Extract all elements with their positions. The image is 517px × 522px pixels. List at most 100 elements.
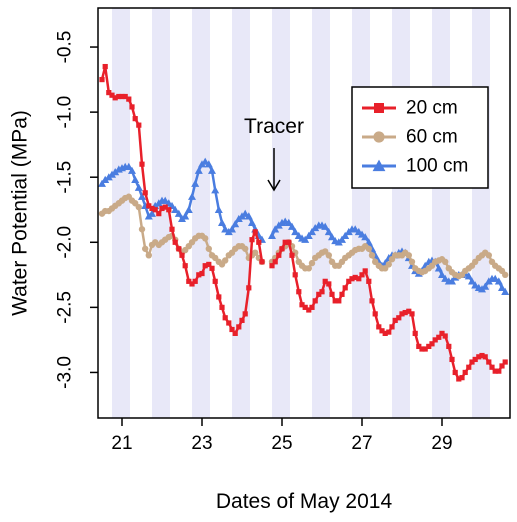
series-layer [98, 63, 510, 382]
data-point [502, 271, 509, 279]
data-point [311, 223, 320, 232]
data-point [432, 337, 438, 343]
data-point [156, 211, 162, 217]
tracer-arrow-head [267, 179, 281, 192]
data-point [218, 218, 226, 226]
data-point [231, 220, 240, 228]
data-point [408, 258, 416, 266]
data-point [252, 229, 258, 235]
data-point [199, 270, 205, 277]
data-point [479, 352, 485, 359]
data-point [434, 264, 443, 272]
data-point [342, 285, 348, 291]
data-point [131, 175, 140, 184]
legend: 20 cm 60 cm 100 cm [351, 86, 489, 189]
data-point [101, 175, 110, 184]
data-point [396, 315, 402, 321]
data-point [239, 317, 245, 323]
x-axis: 21 23 25 27 29 [111, 418, 453, 454]
data-point [459, 375, 465, 381]
data-point [439, 330, 445, 336]
data-point [124, 162, 133, 170]
data-point [138, 226, 146, 233]
data-point [299, 302, 305, 308]
data-point [226, 320, 232, 326]
data-point [176, 246, 182, 252]
data-point [476, 354, 482, 360]
data-point [366, 278, 372, 284]
data-point [338, 235, 346, 243]
data-point [288, 222, 296, 230]
data-point [136, 122, 142, 128]
data-point [385, 261, 392, 268]
data-point [309, 304, 315, 310]
data-point [135, 203, 142, 211]
data-point [349, 276, 355, 282]
data-point [361, 233, 370, 241]
data-point [399, 311, 405, 317]
data-point [201, 157, 210, 165]
data-point [282, 239, 288, 245]
data-point [196, 272, 202, 278]
data-point [321, 222, 330, 230]
data-point [146, 203, 152, 209]
data-point [152, 207, 158, 213]
data-point [256, 239, 262, 245]
data-point [452, 369, 458, 376]
data-point [169, 226, 175, 232]
data-point [441, 274, 450, 282]
night-band [352, 8, 370, 418]
y-axis: -0.5 -1.0 -1.5 -2.0 -2.5 -3.0 [55, 31, 98, 389]
data-point [219, 304, 225, 310]
data-point [419, 346, 425, 352]
series-100-cm [98, 157, 510, 295]
data-point [188, 192, 196, 200]
data-point [182, 263, 188, 269]
data-point [244, 212, 253, 220]
tracer-label: Tracer [244, 115, 304, 138]
data-point [242, 245, 249, 252]
data-point [228, 225, 236, 233]
data-point [368, 252, 376, 259]
data-point [204, 160, 213, 168]
data-point [369, 298, 375, 304]
data-point [241, 209, 250, 217]
data-point [139, 161, 145, 167]
data-point [148, 209, 156, 217]
night-band [112, 8, 130, 418]
data-point [106, 90, 112, 96]
data-point [129, 104, 135, 110]
y-axis-title: Water Potential (MPa) [9, 110, 32, 316]
y-tick-label: -2.5 [55, 291, 76, 324]
data-point [184, 205, 193, 213]
data-point [221, 225, 230, 233]
data-point [272, 259, 278, 265]
x-tick-label: 23 [191, 433, 212, 454]
data-point [456, 376, 462, 382]
data-point [145, 252, 152, 259]
data-point [422, 346, 428, 352]
night-band [272, 8, 290, 418]
data-point [316, 291, 322, 297]
data-point [172, 239, 178, 245]
data-point [289, 252, 295, 258]
data-point [149, 205, 155, 212]
data-point [496, 368, 502, 374]
data-point [329, 291, 335, 297]
data-point [269, 263, 275, 269]
data-point [466, 364, 472, 370]
night-band [312, 8, 330, 418]
data-point [328, 233, 336, 241]
data-point [112, 95, 118, 101]
data-point [489, 364, 495, 370]
data-point [492, 368, 498, 374]
data-point [286, 239, 292, 245]
data-point [379, 328, 385, 334]
legend-marker [372, 159, 386, 172]
data-point [359, 272, 365, 278]
data-point [248, 218, 256, 226]
data-point [209, 265, 215, 271]
data-point [501, 287, 510, 295]
data-point [352, 274, 358, 281]
data-point [446, 343, 452, 350]
